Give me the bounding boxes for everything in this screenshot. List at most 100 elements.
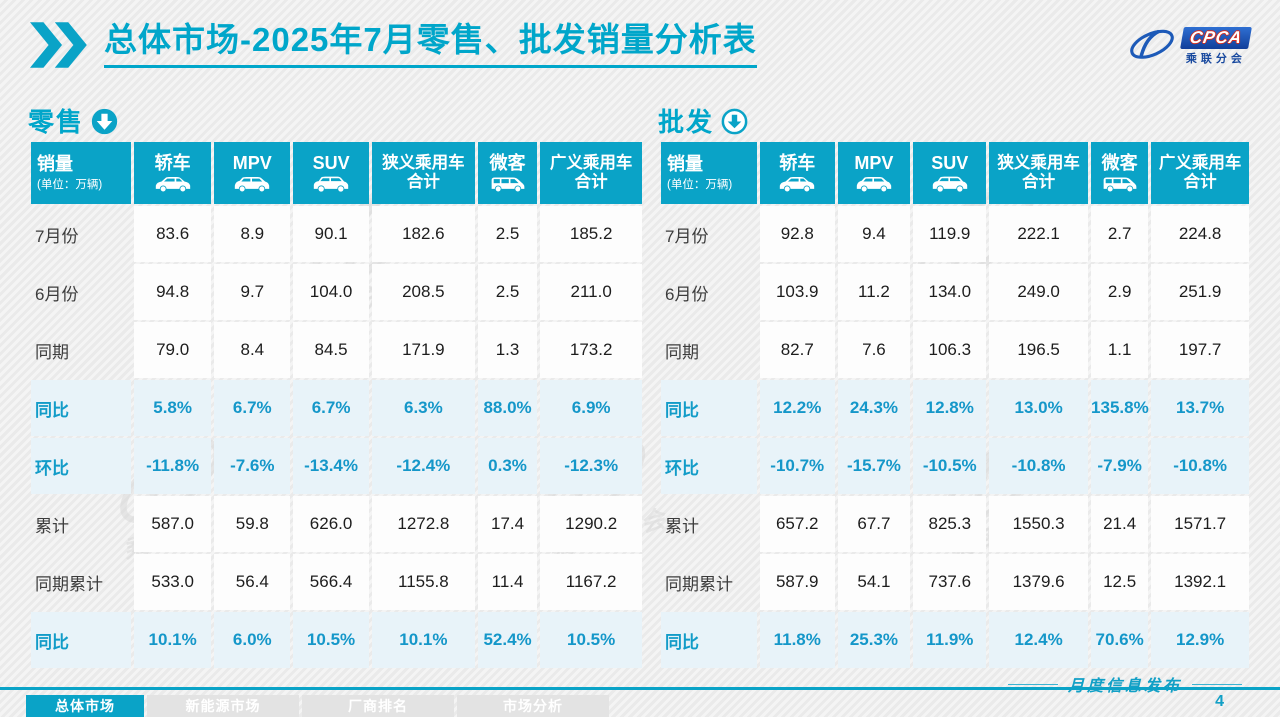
value-cell: 12.2%: [759, 380, 835, 436]
row-label: 7月份: [35, 226, 79, 246]
value-cell: 2.9: [1091, 264, 1149, 320]
column-header: SUV: [293, 142, 369, 204]
value-cell: 587.0: [133, 496, 212, 552]
row-label: 同比: [31, 380, 131, 436]
column-header-title: SUV: [312, 153, 350, 174]
column-header-title: 销量: [667, 154, 703, 175]
value-cell: 6.7%: [293, 380, 369, 436]
retail-section: 零售 销量 (单位：万辆) 轿车 MPV SUV 狭义乘用车 合计 微客 广义乘用车 合计 7月份 8…: [28, 108, 645, 670]
row-label: 6月份: [35, 284, 79, 304]
value-cell: 13.0%: [989, 380, 1089, 436]
double-chevron-right-icon: [30, 22, 87, 68]
page-title-rest: -2025年7月零售、批发销量分析表: [240, 21, 757, 58]
column-header-title: 微客: [489, 153, 526, 174]
column-header-title: 狭义乘用车: [997, 154, 1080, 173]
table-row: 6月份 94.8 9.7 104.0 208.5 2.5 211.0: [31, 264, 642, 320]
value-cell: 533.0: [133, 554, 212, 610]
value-cell: 12.4%: [989, 612, 1089, 668]
column-header-unit: (单位：万辆): [37, 178, 103, 191]
value-cell: 8.4: [214, 322, 291, 378]
row-label: 累计: [35, 516, 69, 536]
value-cell: 171.9: [371, 322, 475, 378]
value-cell: 11.4: [477, 554, 538, 610]
value-cell: 12.5: [1091, 554, 1149, 610]
value-cell: 825.3: [913, 496, 987, 552]
value-cell: 587.9: [759, 554, 835, 610]
value-cell: 1379.6: [989, 554, 1089, 610]
value-cell: 1.1: [1091, 322, 1149, 378]
logo-name: 乘联分会: [1185, 52, 1246, 65]
value-cell: 2.7: [1091, 206, 1149, 262]
logo-acronym: CPCA: [1179, 26, 1252, 49]
value-cell: 82.7: [759, 322, 835, 378]
value-cell: 6.7%: [214, 380, 291, 436]
footer-tab-0[interactable]: 总体市场: [26, 695, 144, 717]
value-cell: 54.1: [837, 554, 911, 610]
value-cell: 56.4: [214, 554, 291, 610]
table-row: 7月份 83.6 8.9 90.1 182.6 2.5 185.2: [31, 206, 642, 262]
page-number: 4: [1215, 693, 1224, 710]
cpca-logo: CPCA 乘联分会: [1126, 26, 1252, 66]
row-label: 环比: [661, 438, 757, 494]
column-header: 轿车: [133, 142, 212, 204]
value-cell: 182.6: [371, 206, 475, 262]
value-cell: 657.2: [759, 496, 835, 552]
column-header-title: 合计: [406, 173, 440, 191]
column-header: 广义乘用车 合计: [1151, 142, 1249, 204]
column-header-title: SUV: [931, 153, 969, 174]
column-header: 微客: [477, 142, 538, 204]
sedan-icon: [760, 175, 835, 193]
value-cell: 6.9%: [540, 380, 642, 436]
footer-tab-2[interactable]: 厂商排名: [302, 695, 454, 717]
column-header-unit: (单位：万辆): [667, 178, 733, 191]
value-cell: 103.9: [759, 264, 835, 320]
table-row: 同比 10.1% 6.0% 10.5% 10.1% 52.4% 10.5%: [31, 612, 642, 668]
value-cell: 8.9: [214, 206, 291, 262]
value-cell: -7.9%: [1091, 438, 1149, 494]
row-label: 环比: [31, 438, 131, 494]
value-cell: 59.8: [214, 496, 291, 552]
column-header-sales: 销量 (单位：万辆): [661, 142, 757, 204]
column-header-title: MPV: [854, 153, 894, 174]
publication-line-right: [1192, 683, 1242, 685]
value-cell: 106.3: [913, 322, 987, 378]
mpv-icon: [838, 175, 911, 193]
value-cell: 25.3%: [837, 612, 911, 668]
wholesale-section-label: 批发: [658, 106, 715, 137]
publication-line-left: [1007, 683, 1058, 685]
row-label: 同期: [665, 342, 699, 362]
row-label: 7月份: [665, 226, 709, 246]
retail-table: 销量 (单位：万辆) 轿车 MPV SUV 狭义乘用车 合计 微客 广义乘用车 合计 7月份 83.6…: [28, 140, 645, 670]
column-header-title: 合计: [1022, 173, 1056, 191]
value-cell: 208.5: [371, 264, 475, 320]
table-row: 同期 82.7 7.6 106.3 196.5 1.1 197.7: [661, 322, 1249, 378]
value-cell: 21.4: [1091, 496, 1149, 552]
value-cell: -13.4%: [293, 438, 369, 494]
footer-tab-3[interactable]: 市场分析: [457, 695, 609, 717]
mpv-icon: [214, 175, 290, 193]
value-cell: 1.3: [477, 322, 538, 378]
value-cell: -7.6%: [214, 438, 291, 494]
retail-section-label: 零售: [28, 106, 85, 137]
value-cell: 13.7%: [1151, 380, 1249, 436]
value-cell: 2.5: [477, 206, 538, 262]
column-header: SUV: [913, 142, 987, 204]
table-row: 环比 -10.7% -15.7% -10.5% -10.8% -7.9% -10.8%: [661, 438, 1249, 494]
value-cell: 2.5: [477, 264, 538, 320]
value-cell: -10.5%: [913, 438, 987, 494]
value-cell: 9.4: [837, 206, 911, 262]
value-cell: 119.9: [913, 206, 987, 262]
page-title: 总体市场-2025年7月零售、批发销量分析表: [104, 21, 757, 69]
column-header: MPV: [214, 142, 291, 204]
value-cell: 135.8%: [1091, 380, 1149, 436]
value-cell: 104.0: [293, 264, 369, 320]
footer-tab-1[interactable]: 新能源市场: [147, 695, 299, 717]
column-header-title: 微客: [1101, 153, 1138, 174]
column-header-title: 狭义乘用车: [382, 154, 465, 173]
value-cell: 84.5: [293, 322, 369, 378]
value-cell: 11.2: [837, 264, 911, 320]
row-label: 同期累计: [35, 574, 103, 594]
row-label: 同比: [661, 380, 757, 436]
value-cell: 249.0: [989, 264, 1089, 320]
value-cell: 10.5%: [293, 612, 369, 668]
